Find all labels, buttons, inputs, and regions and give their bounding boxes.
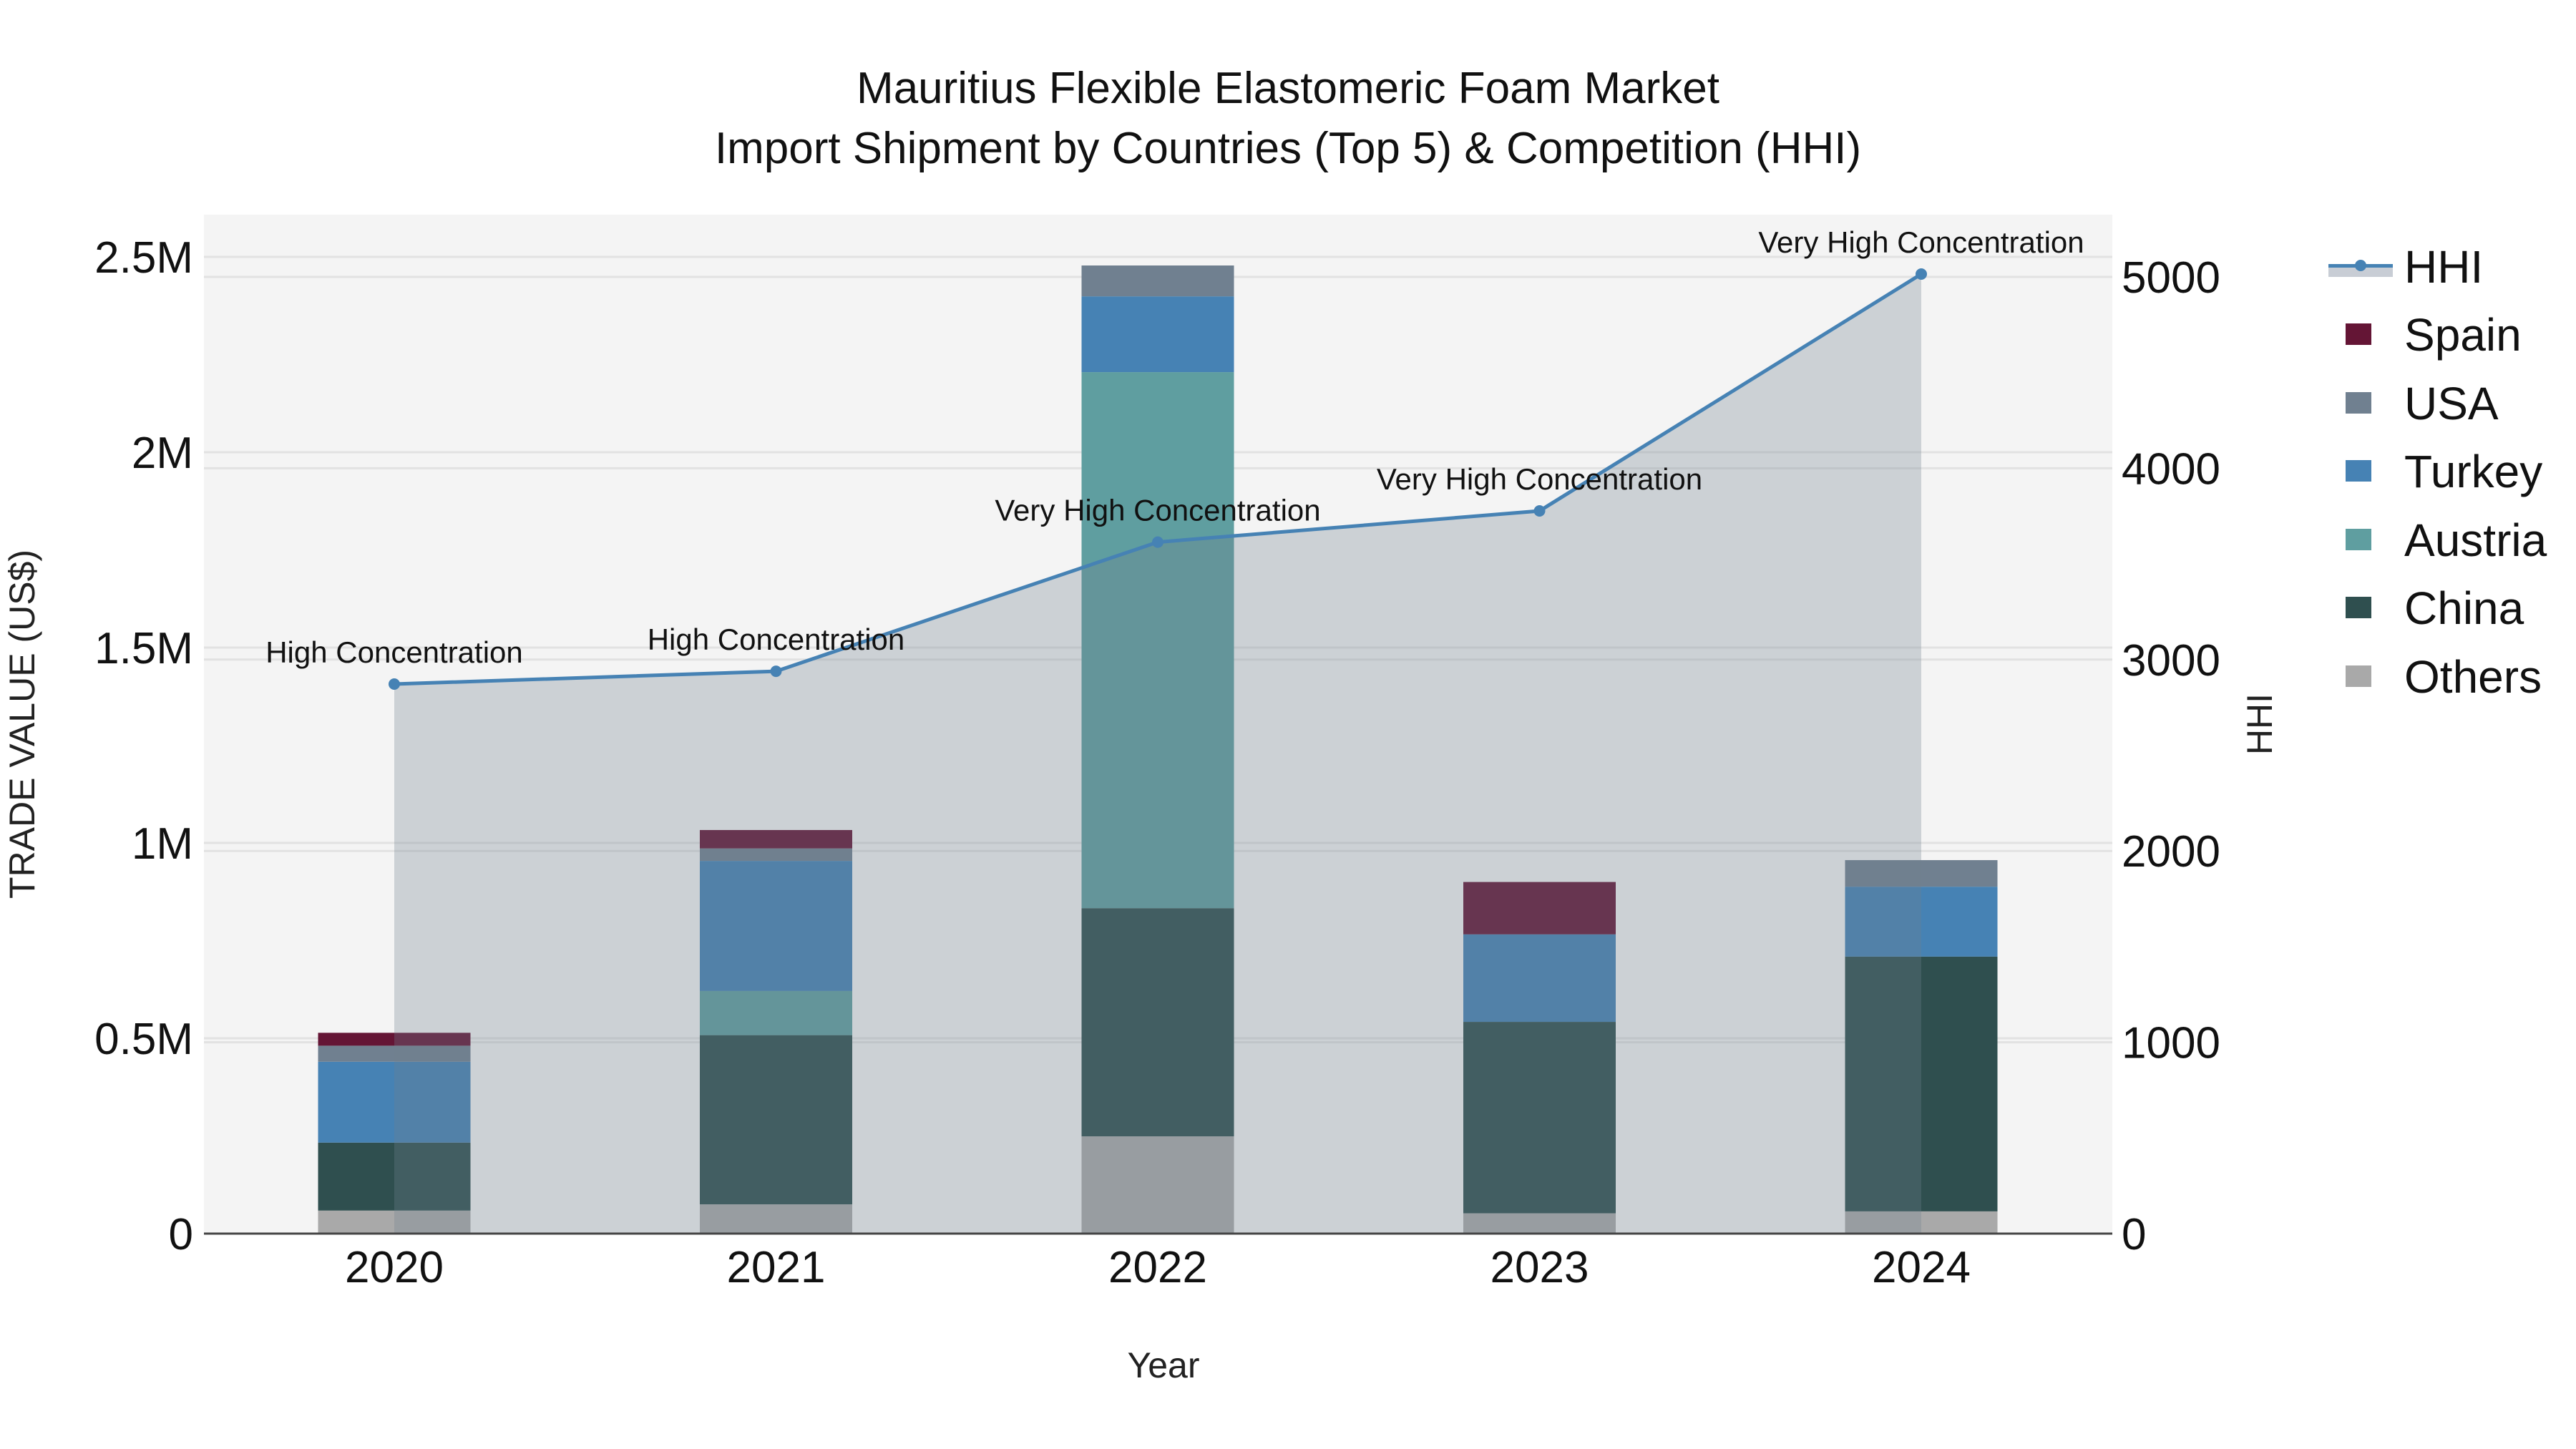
bar-segment-usa — [1845, 860, 1998, 887]
bar-segment-spain — [318, 1033, 471, 1046]
legend-label: Others — [2404, 650, 2542, 703]
y-left-axis-title: TRADE VALUE (US$) — [2, 550, 42, 899]
hhi-annotation: Very High Concentration — [1377, 462, 1702, 496]
legend-label: China — [2404, 582, 2524, 635]
legend-square-icon — [2318, 587, 2397, 630]
bar-segment-china — [318, 1142, 471, 1211]
bar-segment-turkey — [1845, 887, 1998, 957]
legend-label: Turkey — [2404, 446, 2543, 498]
bar-stack-2021 — [700, 829, 852, 1234]
hhi-marker — [1152, 536, 1163, 548]
hhi-marker — [1916, 268, 1927, 280]
legend-line-marker-icon — [2318, 245, 2397, 288]
y-left-tick-label: 1.5M — [94, 624, 193, 673]
bar-segment-usa — [1081, 265, 1234, 297]
hhi-marker — [1533, 505, 1546, 517]
x-ticks: 2020 2021 2022 2023 2024 — [345, 1243, 1971, 1292]
chart-title-line-1: Mauritius Flexible Elastomeric Foam Mark… — [857, 64, 1719, 113]
bar-segment-others — [318, 1210, 471, 1234]
legend-label: HHI — [2404, 240, 2484, 293]
bar-segment-china — [1081, 908, 1234, 1137]
bar-segment-others — [1463, 1213, 1616, 1234]
legend-item-others[interactable]: Others — [2318, 643, 2547, 711]
y-left-ticks: 0 0.5M 1M 1.5M 2M 2.5M — [94, 233, 193, 1259]
y-right-tick-label: 1000 — [2122, 1019, 2220, 1068]
hhi-annotation: Very High Concentration — [995, 494, 1320, 527]
y-right-tick-label: 3000 — [2122, 636, 2220, 686]
legend-item-usa[interactable]: USA — [2318, 369, 2547, 438]
x-tick-label: 2023 — [1491, 1243, 1589, 1292]
legend-label: Spain — [2404, 309, 2522, 361]
bar-stack-2022 — [1081, 265, 1234, 1234]
y-left-tick-label: 2M — [132, 429, 193, 478]
bar-segment-austria — [1081, 372, 1234, 909]
hhi-annotation: Very High Concentration — [1758, 225, 2084, 259]
y-right-tick-label: 5000 — [2122, 253, 2220, 303]
legend-square-icon — [2318, 450, 2397, 493]
stacked-bars — [318, 265, 1998, 1234]
bar-segment-others — [1081, 1136, 1234, 1234]
chart-title-line-2: Import Shipment by Countries (Top 5) & C… — [714, 124, 1862, 173]
y-left-tick-label: 2.5M — [94, 233, 193, 283]
bar-segment-china — [700, 1035, 852, 1205]
hhi-annotation: High Concentration — [265, 635, 523, 669]
legend-square-icon — [2318, 382, 2397, 425]
bar-segment-others — [1845, 1211, 1998, 1234]
bar-segment-turkey — [1463, 934, 1616, 1023]
legend-item-austria[interactable]: Austria — [2318, 506, 2547, 575]
x-axis-title: Year — [1127, 1345, 1199, 1385]
bar-segment-usa — [318, 1045, 471, 1062]
y-right-tick-label: 0 — [2122, 1210, 2146, 1259]
x-tick-label: 2024 — [1872, 1243, 1971, 1292]
legend-square-icon — [2318, 655, 2397, 698]
hhi-marker — [389, 678, 400, 691]
legend-item-spain[interactable]: Spain — [2318, 301, 2547, 370]
x-tick-label: 2022 — [1108, 1243, 1207, 1292]
legend-label: USA — [2404, 377, 2499, 429]
x-tick-label: 2020 — [345, 1243, 444, 1292]
bar-segment-turkey — [318, 1061, 471, 1143]
y-left-tick-label: 0 — [169, 1210, 193, 1259]
legend-square-icon — [2318, 519, 2397, 562]
legend: HHI Spain USA Turkey Austria China Others — [2318, 233, 2547, 711]
hhi-line — [389, 268, 1927, 691]
legend-item-turkey[interactable]: Turkey — [2318, 438, 2547, 507]
bar-segment-usa — [700, 848, 852, 862]
bar-segment-others — [700, 1204, 852, 1234]
bar-segment-turkey — [700, 861, 852, 991]
legend-item-hhi[interactable]: HHI — [2318, 233, 2547, 301]
hhi-annotation: High Concentration — [648, 623, 905, 656]
bar-segment-china — [1845, 956, 1998, 1211]
bar-segment-austria — [700, 990, 852, 1035]
bar-segment-spain — [1463, 882, 1616, 935]
bar-stack-2023 — [1463, 882, 1616, 1234]
y-left-tick-label: 1M — [132, 819, 193, 869]
y-right-ticks: 0 1000 2000 3000 4000 5000 — [2122, 253, 2220, 1259]
hhi-annotations: High Concentration High Concentration Very… — [265, 225, 2084, 669]
bar-stack-2020 — [318, 1033, 471, 1234]
legend-item-china[interactable]: China — [2318, 575, 2547, 643]
hhi-marker — [770, 665, 782, 678]
y-right-tick-label: 4000 — [2122, 444, 2220, 494]
x-tick-label: 2021 — [727, 1243, 826, 1292]
bar-segment-china — [1463, 1022, 1616, 1214]
y-left-tick-label: 0.5M — [94, 1015, 193, 1064]
legend-label: Austria — [2404, 514, 2547, 566]
bar-segment-turkey — [1081, 296, 1234, 373]
y-right-tick-label: 2000 — [2122, 827, 2220, 877]
bar-stack-2024 — [1845, 860, 1998, 1234]
y-right-axis-title: HHI — [2240, 693, 2280, 755]
legend-square-icon — [2318, 313, 2397, 356]
bar-segment-spain — [700, 829, 852, 849]
